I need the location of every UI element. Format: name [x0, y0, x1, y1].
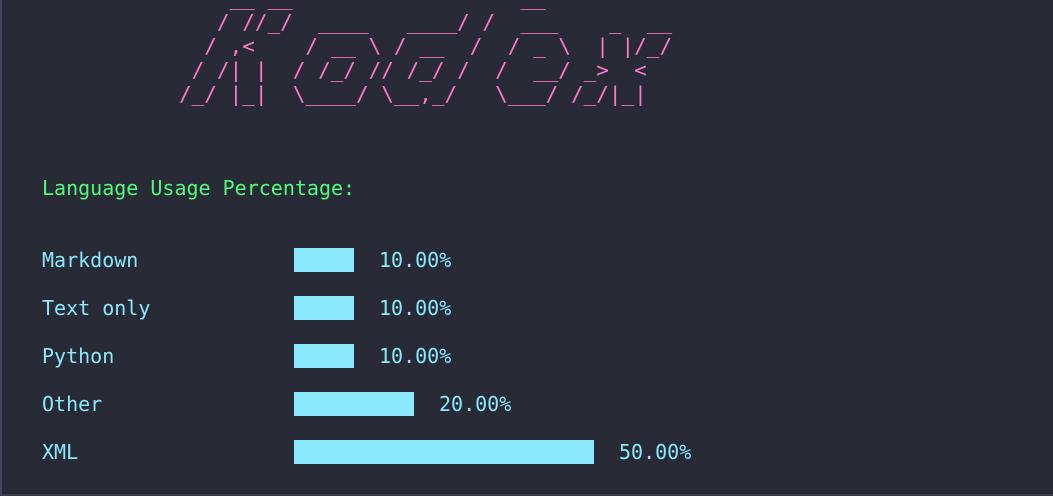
usage-percent-label: 10.00% [379, 344, 452, 368]
usage-percent-label: 10.00% [379, 248, 452, 272]
usage-bar [294, 248, 354, 272]
language-label: Python [42, 344, 115, 368]
usage-percent-label: 10.00% [379, 296, 452, 320]
usage-percent-label: 20.00% [439, 392, 512, 416]
language-usage-heading: Language Usage Percentage: [42, 176, 356, 200]
kodex-ascii-banner: __ __ __ / //_/ ____ ____/ / ___ _ __ / … [178, 0, 673, 106]
usage-bar [294, 392, 414, 416]
language-label: XML [42, 440, 79, 464]
usage-percent-label: 50.00% [619, 440, 692, 464]
usage-bar [294, 440, 594, 464]
language-label: Other [42, 392, 103, 416]
usage-bar [294, 344, 354, 368]
usage-bar [294, 296, 354, 320]
language-label: Text only [42, 296, 151, 320]
language-label: Markdown [42, 248, 139, 272]
